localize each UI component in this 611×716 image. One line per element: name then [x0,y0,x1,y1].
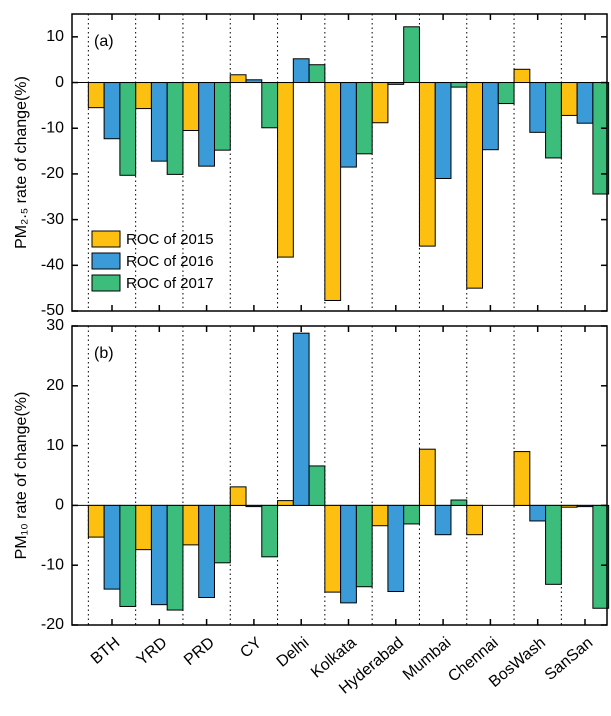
bar [387,504,405,593]
x-tick-label: Delhi [274,634,313,670]
bar [261,82,279,129]
plot-frame [71,13,608,312]
bar [213,82,231,151]
legend-swatch [91,252,121,270]
bar [403,504,420,525]
bar [371,82,389,124]
bar [418,448,436,506]
bar [182,504,200,546]
bar [450,82,468,88]
bar [450,499,468,506]
bar [213,504,231,564]
y-tick-label: 20 [46,377,64,394]
bar [529,82,547,133]
y-tick-label: 0 [55,74,64,91]
bar [355,504,373,588]
bar [482,82,499,151]
bar [466,504,484,536]
bar [119,82,137,176]
x-tick-label: SanSan [542,634,597,684]
bar [119,504,137,607]
bar [355,82,373,155]
panel-label: (b) [94,345,114,362]
bar [87,82,105,109]
bar [513,451,531,506]
plot-frame [71,325,608,626]
legend-label: ROC of 2016 [126,253,214,270]
bar [340,504,357,604]
bar [182,82,200,132]
legend-swatch [91,274,121,292]
y-tick-label: -40 [41,257,64,274]
bar [245,504,263,508]
x-tick-label: YRD [134,634,171,669]
bar [403,26,420,84]
x-tick-label: CY [237,634,265,662]
bar [560,504,578,508]
y-tick-label: -10 [41,119,64,136]
bar [292,58,310,84]
bar [497,82,515,105]
bar [292,332,310,506]
y-tick-label: -30 [41,211,64,228]
bar [150,504,168,606]
bar [277,82,294,258]
bar [529,504,547,522]
y-tick-label: -10 [41,556,64,573]
bar [324,82,342,301]
bar [576,82,594,124]
bar [135,82,152,110]
x-tick-label: Mumbai [400,634,455,684]
y-axis-title: PM₁₀ rate of change(%) [13,392,30,560]
bar [277,500,294,506]
bar [229,486,247,506]
bar [103,82,121,140]
bar [261,504,279,558]
bar [135,504,152,551]
bar [513,68,531,84]
bar [87,504,105,538]
bar [387,82,405,85]
bar [545,82,562,159]
bar [103,504,121,590]
bar [592,504,610,609]
bar [466,82,484,289]
legend-label: ROC of 2015 [126,231,214,248]
y-tick-label: -50 [41,302,64,319]
bar [418,82,436,247]
bar [198,504,215,598]
bar [198,82,215,167]
y-axis-title: PM₂.₅ rate of change(%) [13,76,30,249]
bar [545,504,562,585]
y-tick-label: 30 [46,317,64,334]
bar [308,64,326,84]
legend-label: ROC of 2017 [126,275,214,292]
bar [560,82,578,116]
panel-label: (a) [94,33,114,50]
y-tick-label: 10 [46,437,64,454]
bar [166,504,184,611]
y-tick-label: -20 [41,165,64,182]
bar [576,504,594,508]
bar [308,465,326,506]
y-tick-label: 10 [46,28,64,45]
x-tick-label: BTH [88,634,123,668]
bar [340,82,357,168]
bar [434,504,452,536]
bar [245,79,263,84]
bar [229,74,247,84]
bar [434,82,452,179]
bar [371,504,389,527]
bar [166,82,184,175]
y-tick-label: 0 [55,497,64,514]
bar [324,504,342,593]
x-tick-label: PRD [181,634,218,669]
y-tick-label: -20 [41,616,64,633]
bar [150,82,168,162]
bar [592,82,610,195]
legend-swatch [91,230,121,248]
